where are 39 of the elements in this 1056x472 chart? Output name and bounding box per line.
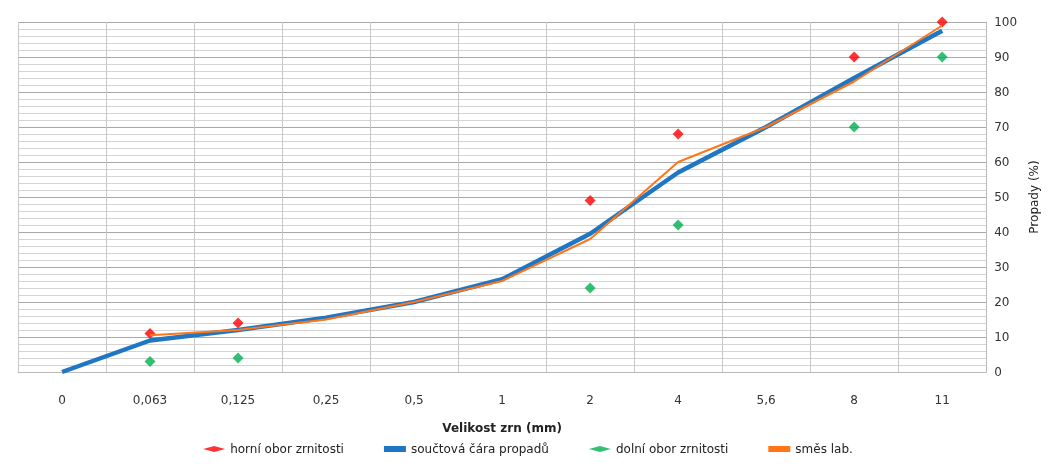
y-tick-label: 70 <box>994 120 1010 134</box>
point <box>584 195 596 206</box>
y-tick-label: 0 <box>994 365 1002 379</box>
x-tick-label: 11 <box>934 393 950 407</box>
point <box>848 51 860 63</box>
y-tick-label: 100 <box>994 15 1018 29</box>
x-tick-label: 0,063 <box>132 393 168 407</box>
legend-label: součtová čára propadů <box>410 442 549 456</box>
y-tick-label: 60 <box>994 155 1010 169</box>
y-tick-label: 50 <box>994 190 1010 204</box>
x-tick-label: 0,125 <box>220 393 256 407</box>
y-tick-label: 40 <box>994 225 1010 239</box>
y-axis-title: Propady (%) <box>1027 160 1041 234</box>
point <box>232 352 244 364</box>
legend-label: horní obor zrnitosti <box>230 442 344 456</box>
x-tick-label: 5,6 <box>756 393 776 407</box>
x-tick-label: 8 <box>850 393 858 407</box>
y-tick-label: 10 <box>994 330 1010 344</box>
point <box>936 51 948 63</box>
point <box>584 282 596 294</box>
x-tick-label: 0,25 <box>312 393 340 407</box>
point <box>232 317 244 329</box>
y-tick-label: 80 <box>994 85 1010 99</box>
legend-label: směs lab. <box>795 442 853 456</box>
x-tick-label: 0 <box>58 393 66 407</box>
x-tick-label: 4 <box>674 393 682 407</box>
point <box>936 16 948 28</box>
point <box>848 121 860 133</box>
y-tick-label: 90 <box>994 50 1010 64</box>
point <box>144 356 156 367</box>
x-tick-label: 0,5 <box>404 393 424 407</box>
x-axis-title: Velikost zrn (mm) <box>442 421 562 435</box>
legend-label: dolní obor zrnitosti <box>615 442 729 456</box>
point <box>672 128 684 140</box>
point <box>672 219 684 231</box>
x-tick-label: 2 <box>586 393 594 407</box>
y-tick-label: 30 <box>994 260 1010 274</box>
x-tick-label: 1 <box>498 393 506 407</box>
y-tick-label: 20 <box>994 295 1010 309</box>
